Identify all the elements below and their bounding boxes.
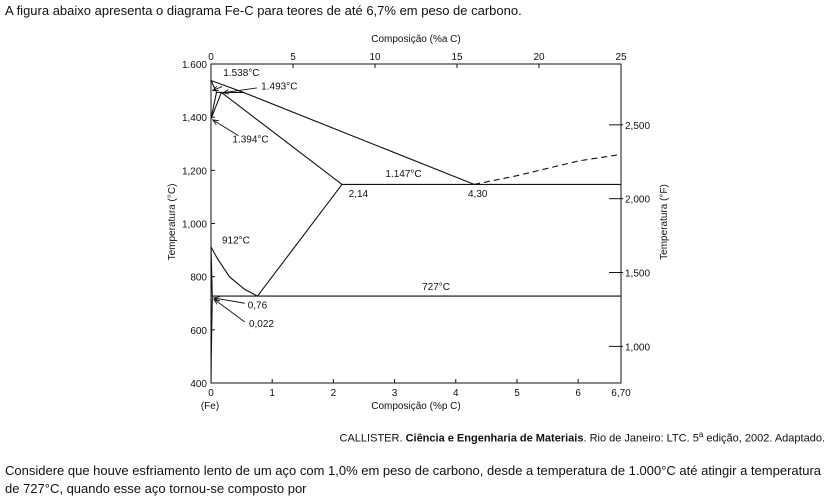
phase-boundary: [210, 79, 475, 185]
leader-line: [212, 86, 223, 91]
annotation-label: 1.147°C: [385, 169, 421, 180]
arrow-head: [213, 298, 220, 305]
y-axis-title-left: Temperatura (°C): [167, 184, 178, 261]
x-tick-label-bottom: 0: [208, 388, 214, 399]
phase-boundary: [210, 92, 222, 120]
phase-boundary-dashed: [473, 153, 622, 185]
annotation-label: 1.493°C: [261, 81, 297, 92]
x-tick-label-bottom: 2: [331, 388, 337, 399]
y-tick-label-left: 400: [190, 379, 207, 390]
phase-boundary: [257, 184, 343, 297]
y-tick-label-left: 1.600: [182, 60, 207, 71]
x-tick-label-bottom: 3: [392, 388, 398, 399]
annotation-label: 4,30: [468, 189, 488, 200]
x-tick-label-top: 25: [615, 52, 627, 63]
x-axis-title-bottom: Composição (%p C): [371, 401, 460, 412]
y-tick-label-right: 2,000: [625, 195, 650, 206]
citation-edition: edição, 2002. Adaptado.: [703, 432, 825, 445]
citation-sup: a: [698, 430, 704, 439]
arrow-head: [211, 119, 219, 125]
x-tick-label-bottom: 1: [269, 388, 275, 399]
y-tick-label-right: 1,000: [625, 342, 650, 353]
annotation-label: 0,76: [248, 301, 268, 312]
y-tick-label-left: 1,200: [182, 166, 207, 177]
citation-title: Ciência e Engenharia de Materiais: [405, 432, 584, 445]
x-tick-label-bottom: 4: [453, 388, 459, 399]
annotation-label: 2,14: [349, 189, 369, 200]
leader-line: [213, 297, 245, 304]
x-tick-label-bottom: 6,70: [611, 388, 631, 399]
x-tick-label-top: 20: [533, 52, 545, 63]
annotation-label: 0,022: [249, 319, 274, 330]
plot-frame: [210, 63, 622, 384]
leader-line: [212, 119, 239, 137]
phase-boundary: [210, 92, 218, 119]
phase-boundary: [210, 246, 258, 297]
leader-line: [223, 87, 257, 94]
x-tick-label-top: 10: [369, 52, 381, 63]
y-tick-label-right: 2,500: [625, 121, 650, 132]
intro-text: A figura abaixo apresenta o diagrama Fe-…: [5, 3, 522, 18]
citation-author: CALLISTER.: [339, 432, 403, 445]
leader-line: [213, 298, 245, 323]
x-tick-label-top: 0: [208, 52, 214, 63]
y-tick-label-left: 1,400: [182, 113, 207, 124]
x-tick-label-top: 15: [451, 52, 463, 63]
phase-boundary: [221, 91, 343, 185]
annotation-label: 912°C: [222, 235, 250, 246]
y-tick-label-right: 1,500: [625, 269, 650, 280]
x-axis-sublabel-fe: (Fe): [201, 401, 219, 412]
fe-c-phase-diagram: 0 1 2 3 4 5 6 6,70 0 5 10 15 20 25 400 600 800 1,000 1,200…: [167, 34, 670, 412]
x-tick-label-bottom: 5: [514, 388, 520, 399]
question-text: Considere que houve esfriamento lento de…: [5, 463, 822, 496]
y-tick-label-left: 800: [190, 273, 207, 284]
x-axis-title-top: Composição (%a C): [371, 34, 460, 45]
x-tick-label-bottom: 6: [575, 388, 581, 399]
arrow-head: [211, 85, 219, 92]
x-tick-label-top: 5: [290, 52, 296, 63]
citation: CALLISTER. Ciência e Engenharia de Mater…: [340, 430, 825, 445]
y-tick-label-left: 1,000: [182, 220, 207, 231]
y-axis-title-right: Temperatura (°F): [659, 184, 670, 260]
annotation-label: 1.394°C: [232, 134, 268, 145]
y-tick-label-left: 600: [190, 326, 207, 337]
citation-publisher: . Rio de Janeiro: LTC. 5: [583, 432, 699, 445]
arrow-head: [222, 89, 230, 95]
annotation-label: 1.538°C: [223, 68, 259, 79]
annotation-label: 727°C: [422, 282, 450, 293]
